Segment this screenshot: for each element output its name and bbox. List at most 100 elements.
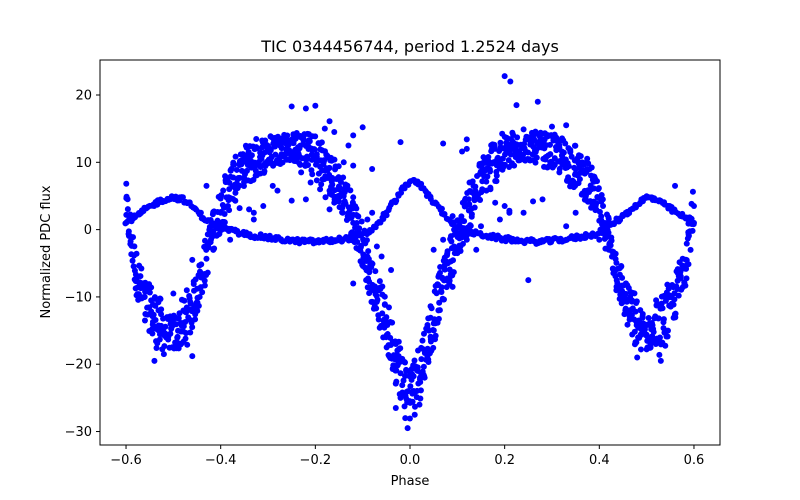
data-point bbox=[655, 315, 662, 322]
data-point bbox=[125, 228, 132, 235]
data-point bbox=[425, 358, 432, 365]
data-point bbox=[605, 246, 612, 253]
data-point bbox=[539, 196, 546, 203]
data-point bbox=[366, 290, 373, 297]
data-point bbox=[681, 280, 688, 287]
data-point bbox=[250, 209, 257, 216]
data-point bbox=[326, 164, 333, 171]
data-point bbox=[406, 415, 413, 422]
data-point bbox=[576, 176, 583, 183]
data-point bbox=[487, 168, 494, 175]
data-point bbox=[133, 250, 140, 257]
data-point bbox=[435, 315, 442, 322]
data-point bbox=[184, 341, 191, 348]
data-point bbox=[246, 206, 253, 213]
data-point bbox=[690, 219, 697, 226]
data-point bbox=[339, 209, 346, 216]
x-axis: −0.6 −0.4 −0.2 0.0 0.2 0.4 0.6 bbox=[110, 445, 704, 468]
data-point bbox=[437, 264, 444, 271]
y-tick-label: −10 bbox=[65, 290, 92, 305]
data-point bbox=[511, 162, 518, 169]
data-point bbox=[373, 305, 380, 312]
data-point bbox=[129, 257, 136, 264]
data-point bbox=[300, 137, 307, 144]
y-tick-label: 0 bbox=[84, 223, 92, 238]
data-point bbox=[232, 189, 239, 196]
data-point bbox=[599, 196, 606, 203]
data-point bbox=[418, 356, 425, 363]
data-point bbox=[302, 105, 309, 112]
data-point bbox=[662, 342, 669, 349]
data-point bbox=[359, 260, 366, 267]
data-point bbox=[385, 304, 392, 311]
data-point bbox=[321, 157, 328, 164]
data-point bbox=[631, 328, 638, 335]
data-point bbox=[560, 149, 567, 156]
data-point bbox=[405, 388, 412, 395]
data-point bbox=[659, 305, 666, 312]
data-point bbox=[269, 182, 276, 189]
data-point bbox=[336, 198, 343, 205]
data-point bbox=[432, 332, 439, 339]
data-point bbox=[436, 299, 443, 306]
x-tick-label: 0.6 bbox=[684, 453, 705, 468]
data-point bbox=[484, 173, 491, 180]
data-point bbox=[174, 334, 181, 341]
data-point bbox=[637, 346, 644, 353]
data-point bbox=[548, 123, 555, 130]
data-point bbox=[416, 401, 423, 408]
data-point bbox=[312, 102, 319, 109]
data-point bbox=[232, 197, 239, 204]
data-point bbox=[572, 166, 579, 173]
data-point bbox=[297, 161, 304, 168]
data-point bbox=[337, 179, 344, 186]
data-point bbox=[454, 250, 461, 257]
data-point bbox=[683, 275, 690, 282]
data-point bbox=[530, 198, 537, 205]
data-point bbox=[585, 160, 592, 167]
data-point bbox=[563, 223, 570, 230]
data-point bbox=[643, 346, 650, 353]
data-point bbox=[472, 183, 479, 190]
data-point bbox=[584, 155, 591, 162]
data-point bbox=[660, 319, 667, 326]
data-point bbox=[393, 367, 400, 374]
data-point bbox=[496, 216, 503, 223]
data-point bbox=[363, 237, 370, 244]
data-point bbox=[689, 188, 696, 195]
data-point bbox=[350, 162, 357, 169]
data-point bbox=[685, 232, 692, 239]
data-point bbox=[420, 363, 427, 370]
data-point bbox=[189, 256, 196, 263]
data-point bbox=[322, 194, 329, 201]
data-point bbox=[356, 225, 363, 232]
data-point bbox=[461, 218, 468, 225]
data-point bbox=[198, 261, 205, 268]
data-point bbox=[369, 260, 376, 267]
data-point bbox=[477, 197, 484, 204]
data-point bbox=[253, 135, 260, 142]
data-point bbox=[331, 199, 338, 206]
data-point bbox=[227, 236, 234, 243]
data-point bbox=[397, 370, 404, 377]
data-point bbox=[288, 197, 295, 204]
data-point bbox=[365, 248, 372, 255]
data-point bbox=[197, 209, 204, 216]
data-point bbox=[183, 287, 190, 294]
data-point bbox=[141, 294, 148, 301]
data-point bbox=[182, 335, 189, 342]
data-point bbox=[189, 324, 196, 331]
data-point bbox=[393, 197, 400, 204]
y-tick-label: 10 bbox=[75, 156, 92, 171]
y-tick-label: 20 bbox=[75, 89, 92, 104]
data-point bbox=[656, 334, 663, 341]
data-point bbox=[318, 181, 325, 188]
data-point bbox=[135, 291, 142, 298]
data-point bbox=[203, 255, 210, 262]
data-point bbox=[632, 308, 639, 315]
data-point bbox=[438, 284, 445, 291]
data-point bbox=[444, 250, 451, 257]
data-point bbox=[448, 238, 455, 245]
data-point bbox=[284, 132, 291, 139]
